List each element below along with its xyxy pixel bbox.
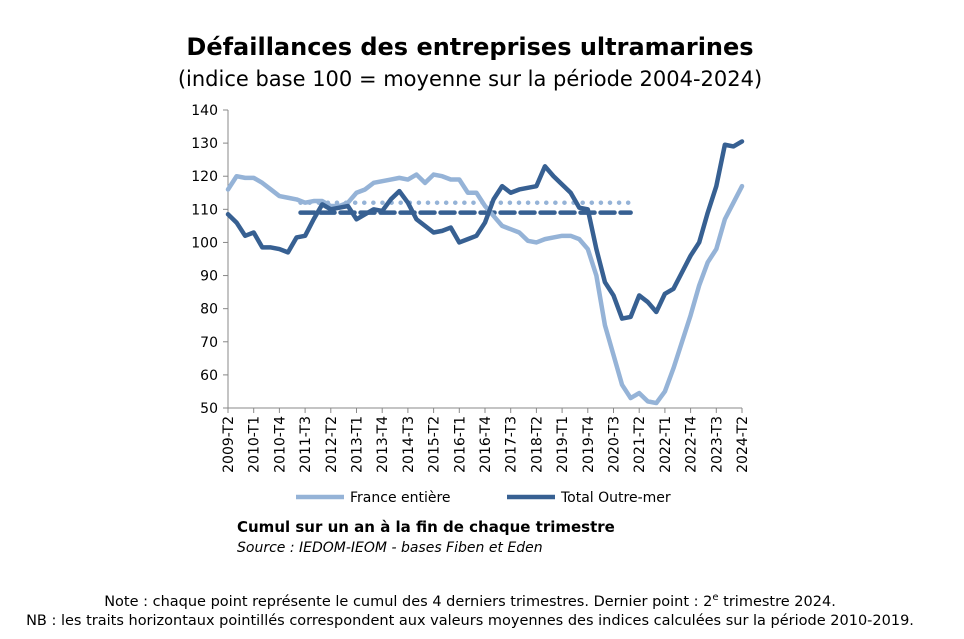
y-tick-label: 70 xyxy=(200,335,218,351)
x-tick-label: 2009-T2 xyxy=(221,416,237,473)
y-tick-label: 130 xyxy=(191,136,218,152)
x-tick-label: 2016-T4 xyxy=(478,416,494,473)
y-tick-label: 60 xyxy=(200,368,218,384)
x-tick-label: 2010-T4 xyxy=(272,416,288,473)
series-line xyxy=(225,139,745,321)
note-text: trimestre 2024. xyxy=(719,594,836,610)
x-tick-label: 2022-T1 xyxy=(658,416,674,473)
x-tick-label: 2013-T1 xyxy=(350,416,366,473)
x-tick-label: 2022-T4 xyxy=(684,416,700,473)
legend-label: France entière xyxy=(350,490,451,506)
x-tick-label: 2024-T2 xyxy=(735,416,751,473)
x-tick-label: 2019-T4 xyxy=(581,416,597,473)
x-tick-label: 2019-T1 xyxy=(555,416,571,473)
note-text: Note : chaque point représente le cumul … xyxy=(104,594,712,610)
source: Source : IEDOM-IEOM - bases Fiben et Ede… xyxy=(237,540,543,556)
series-line xyxy=(225,172,745,406)
y-tick-label: 100 xyxy=(191,235,218,251)
x-tick-label: 2017-T3 xyxy=(504,416,520,473)
caption: Cumul sur un an à la fin de chaque trime… xyxy=(237,518,615,536)
x-tick-label: 2011-T3 xyxy=(298,416,314,473)
chart-title: Défaillances des entreprises ultramarine… xyxy=(186,33,753,61)
x-tick-label: 2023-T3 xyxy=(709,416,725,473)
y-tick-label: 80 xyxy=(200,302,218,318)
x-tick-label: 2015-T2 xyxy=(427,416,443,473)
legend-label: Total Outre-mer xyxy=(560,490,671,506)
x-tick-label: 2013-T4 xyxy=(375,416,391,473)
nb-note: NB : les traits horizontaux pointillés c… xyxy=(26,613,914,629)
y-tick-label: 140 xyxy=(191,103,218,119)
note-sup: e xyxy=(712,592,718,603)
y-tick-label: 50 xyxy=(200,401,218,417)
x-tick-label: 2021-T2 xyxy=(632,416,648,473)
x-tick-label: 2020-T3 xyxy=(607,416,623,473)
x-tick-label: 2010-T1 xyxy=(247,416,263,473)
x-tick-label: 2014-T3 xyxy=(401,416,417,473)
y-tick-label: 90 xyxy=(200,269,218,285)
x-tick-label: 2012-T2 xyxy=(324,416,340,473)
y-tick-label: 120 xyxy=(191,169,218,185)
note: Note : chaque point représente le cumul … xyxy=(104,592,836,610)
x-tick-label: 2016-T1 xyxy=(452,416,468,473)
x-tick-label: 2018-T2 xyxy=(529,416,545,473)
chart-subtitle: (indice base 100 = moyenne sur la périod… xyxy=(178,67,762,91)
y-tick-label: 110 xyxy=(191,202,218,218)
